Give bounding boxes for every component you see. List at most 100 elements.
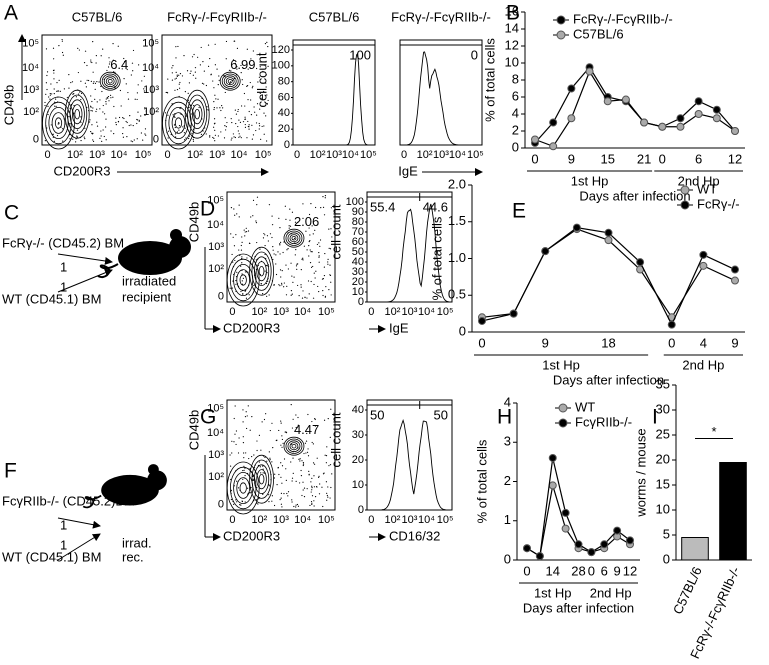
event-dot — [234, 109, 236, 111]
event-dot — [266, 103, 269, 105]
event-dot — [304, 296, 306, 298]
event-dot — [256, 196, 259, 198]
event-dot — [77, 71, 79, 74]
event-dot — [229, 454, 231, 456]
event-dot — [113, 105, 115, 108]
event-dot — [252, 478, 254, 480]
event-dot — [255, 129, 257, 132]
event-dot — [268, 294, 270, 296]
y-axis-label: worms / mouse — [633, 428, 648, 517]
y-tick-label: 0 — [33, 133, 39, 145]
event-dot — [319, 245, 321, 247]
event-dot — [290, 290, 293, 292]
event-dot — [72, 138, 74, 140]
event-dot — [183, 132, 186, 134]
x-tick-label: 0 — [368, 514, 374, 526]
event-dot — [238, 119, 240, 121]
gate-value: 50 — [370, 407, 384, 422]
event-dot — [86, 79, 88, 81]
event-dot — [106, 97, 108, 99]
event-dot — [178, 87, 181, 89]
y-tick-label: 4 — [504, 394, 511, 409]
event-dot — [131, 62, 134, 64]
data-point — [561, 508, 570, 517]
event-dot — [301, 258, 303, 260]
contour-line — [171, 112, 186, 134]
group-label: 2nd Hp — [590, 585, 632, 600]
contour-line — [239, 482, 247, 494]
event-dot — [56, 82, 58, 84]
event-dot — [314, 229, 316, 231]
event-dot — [214, 140, 216, 142]
event-dot — [224, 91, 226, 94]
event-dot — [264, 64, 266, 66]
recipient-label: rec. — [122, 549, 144, 564]
event-dot — [256, 449, 258, 452]
event-dot — [123, 78, 125, 80]
panel-letter: A — [4, 2, 18, 25]
event-dot — [285, 294, 288, 296]
event-dot — [329, 464, 332, 466]
event-dot — [53, 140, 55, 143]
event-dot — [212, 136, 214, 139]
y-tick-label: 10 — [656, 501, 670, 516]
data-point — [621, 95, 630, 104]
data-point — [574, 540, 583, 549]
y-tick-label: 0 — [504, 551, 511, 566]
event-dot — [265, 413, 267, 415]
event-dot — [91, 124, 93, 126]
event-dot — [174, 89, 176, 91]
event-dot — [318, 493, 321, 495]
event-dot — [326, 499, 328, 501]
event-dot — [62, 140, 64, 142]
y-tick-label: 60 — [352, 236, 364, 248]
event-dot — [123, 117, 125, 120]
event-dot — [278, 217, 280, 219]
y-tick-label: 10⁴ — [207, 219, 224, 231]
event-dot — [272, 249, 274, 251]
event-dot — [86, 64, 88, 67]
contour-line — [221, 73, 239, 89]
event-dot — [105, 101, 107, 103]
y-tick-label: 2 — [512, 122, 519, 137]
event-dot — [167, 130, 170, 132]
event-dot — [303, 452, 305, 455]
event-dot — [325, 481, 328, 483]
event-dot — [311, 495, 314, 497]
y-tick-label: 5 — [663, 526, 670, 541]
event-dot — [229, 287, 231, 289]
y-tick-label: 10⁴ — [207, 427, 224, 439]
event-dot — [71, 81, 74, 83]
event-dot — [244, 501, 246, 503]
event-dot — [263, 133, 265, 135]
event-dot — [280, 422, 282, 424]
event-dot — [136, 122, 138, 125]
event-dot — [221, 105, 223, 107]
event-dot — [302, 462, 305, 464]
event-dot — [68, 73, 70, 76]
contour-line — [103, 75, 117, 87]
event-dot — [244, 116, 246, 118]
event-dot — [300, 469, 302, 472]
event-dot — [319, 239, 322, 241]
event-dot — [285, 479, 287, 481]
event-dot — [244, 123, 246, 126]
event-dot — [212, 80, 214, 82]
event-dot — [197, 56, 199, 58]
event-dot — [130, 74, 132, 76]
data-point — [694, 110, 703, 118]
event-dot — [293, 505, 295, 508]
x-tick-label: 4 — [700, 335, 707, 350]
event-dot — [302, 489, 304, 491]
event-dot — [108, 57, 110, 59]
event-dot — [58, 122, 60, 124]
event-dot — [70, 81, 72, 84]
contour-line — [54, 117, 63, 129]
event-dot — [292, 457, 294, 459]
event-dot — [80, 121, 82, 123]
x-tick-label: 0 — [164, 149, 170, 161]
event-dot — [232, 236, 234, 238]
event-dot — [176, 75, 178, 77]
x-tick-label: 0 — [478, 335, 485, 350]
event-dot — [171, 72, 173, 74]
